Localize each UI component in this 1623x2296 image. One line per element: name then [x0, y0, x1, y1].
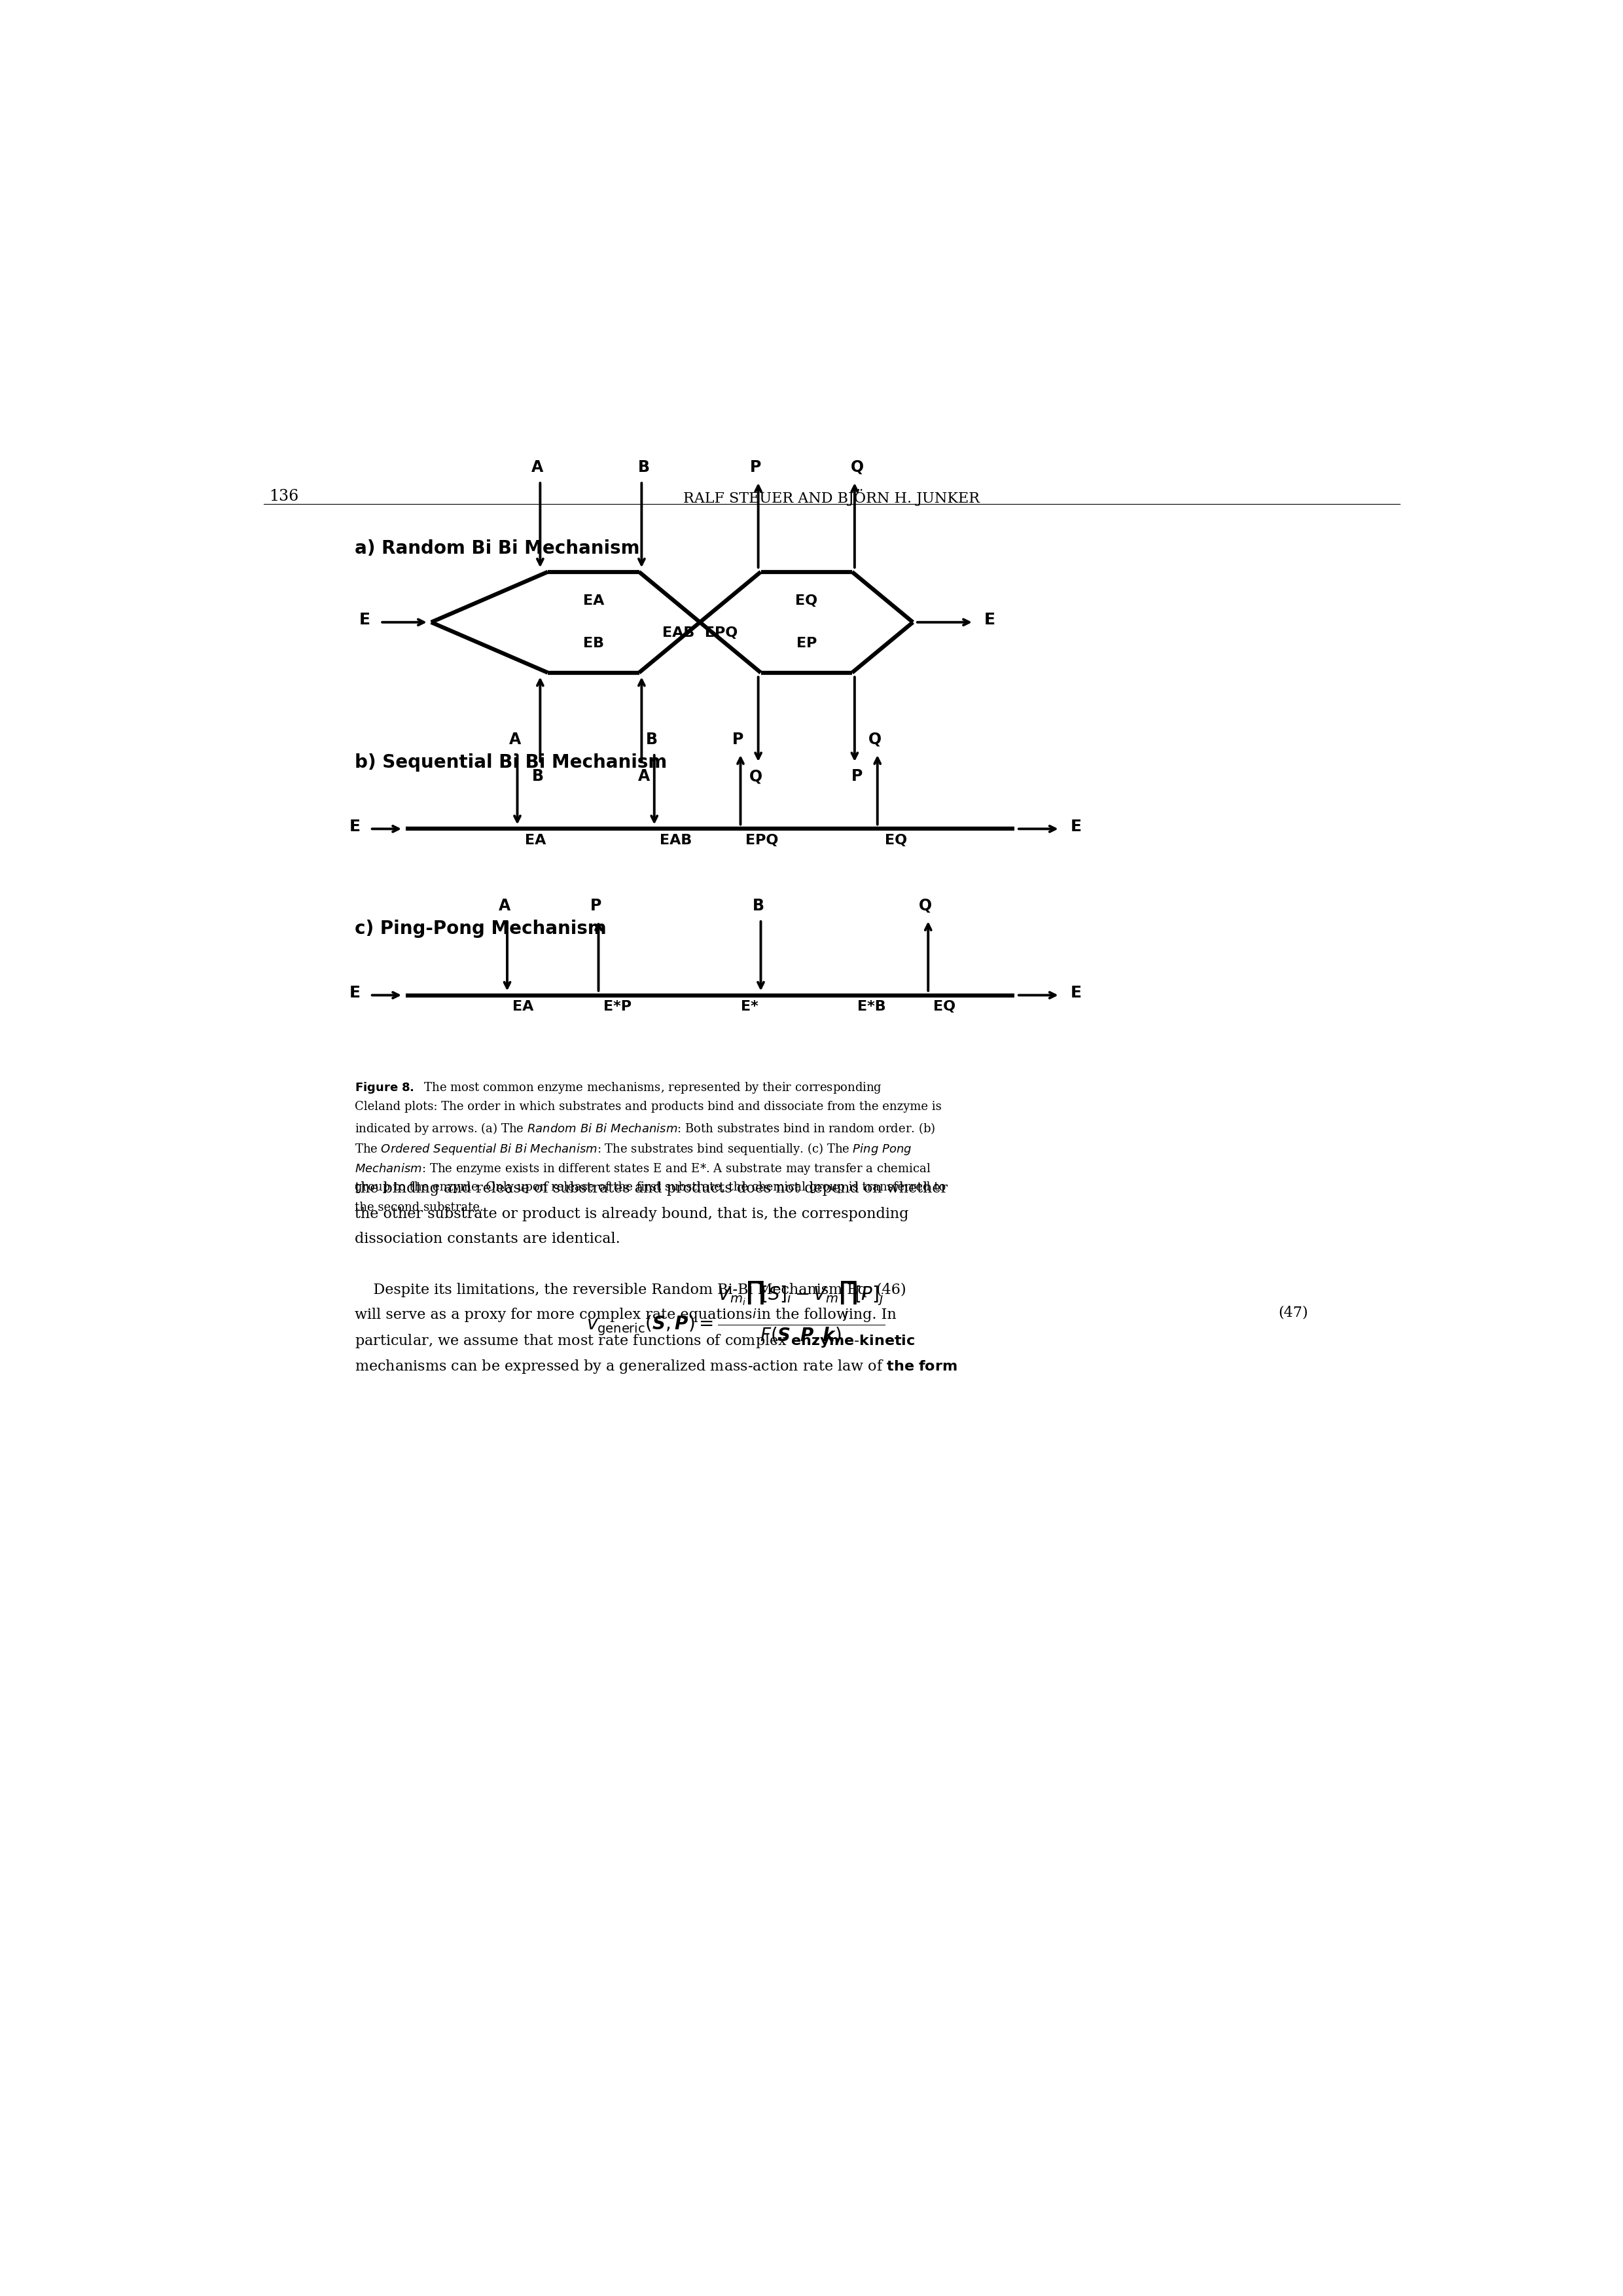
- Text: EQ: EQ: [933, 1001, 956, 1013]
- Text: The $\mathit{Ordered\ Sequential\ Bi\ Bi\ Mechanism}$: The substrates bind seque: The $\mathit{Ordered\ Sequential\ Bi\ Bi…: [355, 1141, 912, 1157]
- Text: EQ: EQ: [885, 833, 907, 847]
- Text: Cleland plots: The order in which substrates and products bind and dissociate fr: Cleland plots: The order in which substr…: [355, 1102, 941, 1114]
- Text: E: E: [359, 611, 370, 627]
- Text: will serve as a proxy for more complex rate equations in the following. In: will serve as a proxy for more complex r…: [355, 1309, 898, 1322]
- Text: a) Random Bi Bi Mechanism: a) Random Bi Bi Mechanism: [355, 540, 639, 558]
- Text: Q: Q: [868, 732, 881, 746]
- Text: $\mathit{Mechanism}$: The enzyme exists in different states E and E*. A substrat: $\mathit{Mechanism}$: The enzyme exists …: [355, 1162, 932, 1176]
- Text: P: P: [750, 459, 761, 475]
- Text: Q: Q: [850, 459, 863, 475]
- Text: EA: EA: [524, 833, 545, 847]
- Text: E: E: [984, 611, 995, 627]
- Text: particular, we assume that most rate functions of complex $\mathbf{enzyme\text{-: particular, we assume that most rate fun…: [355, 1334, 915, 1350]
- Text: 136: 136: [269, 489, 299, 503]
- Text: P: P: [732, 732, 743, 746]
- Text: A: A: [532, 459, 544, 475]
- Text: E: E: [349, 985, 360, 1001]
- Text: EAB: EAB: [659, 833, 691, 847]
- Text: (47): (47): [1279, 1306, 1308, 1320]
- Text: group to the enzyme. Only upon release of the first substrate, the chemical grou: group to the enzyme. Only upon release o…: [355, 1182, 946, 1194]
- Text: EPQ: EPQ: [745, 833, 779, 847]
- Text: P: P: [591, 898, 602, 914]
- Text: $\mathbf{Figure\ 8.}$  The most common enzyme mechanisms, represented by their c: $\mathbf{Figure\ 8.}$ The most common en…: [355, 1081, 883, 1095]
- Text: RALF STEUER AND BJÖRN H. JUNKER: RALF STEUER AND BJÖRN H. JUNKER: [683, 489, 980, 505]
- Text: Despite its limitations, the reversible Random Bi-Bi Mechanism Eq. (46): Despite its limitations, the reversible …: [355, 1283, 907, 1297]
- Text: the binding and release of substrates and products does not depend on whether: the binding and release of substrates an…: [355, 1182, 948, 1196]
- Text: EB: EB: [583, 636, 604, 650]
- Text: E: E: [1070, 817, 1081, 833]
- Text: E: E: [1070, 985, 1081, 1001]
- Text: dissociation constants are identical.: dissociation constants are identical.: [355, 1233, 620, 1247]
- Text: Q: Q: [750, 769, 763, 785]
- Text: B: B: [532, 769, 544, 785]
- Text: B: B: [638, 459, 651, 475]
- Text: c) Ping-Pong Mechanism: c) Ping-Pong Mechanism: [355, 921, 607, 939]
- Text: EA: EA: [583, 595, 604, 608]
- Text: b) Sequential Bi Bi Mechanism: b) Sequential Bi Bi Mechanism: [355, 753, 667, 771]
- Text: EA: EA: [513, 1001, 534, 1013]
- Text: B: B: [753, 898, 764, 914]
- Text: EQ: EQ: [795, 595, 818, 608]
- Text: EAB  EPQ: EAB EPQ: [662, 627, 737, 638]
- Text: the other substrate or product is already bound, that is, the corresponding: the other substrate or product is alread…: [355, 1208, 909, 1221]
- Text: the second substrate.: the second substrate.: [355, 1201, 484, 1215]
- Text: E*: E*: [740, 1001, 758, 1013]
- Text: $v_{\mathrm{generic}}(\boldsymbol{S}, \boldsymbol{P}) = \dfrac{V_{m_i} \prod_i [: $v_{\mathrm{generic}}(\boldsymbol{S}, \b…: [586, 1281, 885, 1345]
- Text: EP: EP: [797, 636, 816, 650]
- Text: A: A: [510, 732, 521, 746]
- Text: E*P: E*P: [604, 1001, 631, 1013]
- Text: E: E: [349, 817, 360, 833]
- Text: indicated by arrows. (a) The $\mathit{Random\ Bi\ Bi\ Mechanism}$: Both substrat: indicated by arrows. (a) The $\mathit{Ra…: [355, 1120, 936, 1137]
- Text: Q: Q: [919, 898, 932, 914]
- Text: P: P: [852, 769, 863, 785]
- Text: B: B: [646, 732, 657, 746]
- Text: A: A: [498, 898, 511, 914]
- Text: E*B: E*B: [857, 1001, 886, 1013]
- Text: mechanisms can be expressed by a generalized mass-action rate law of $\mathbf{th: mechanisms can be expressed by a general…: [355, 1357, 958, 1375]
- Text: A: A: [638, 769, 651, 785]
